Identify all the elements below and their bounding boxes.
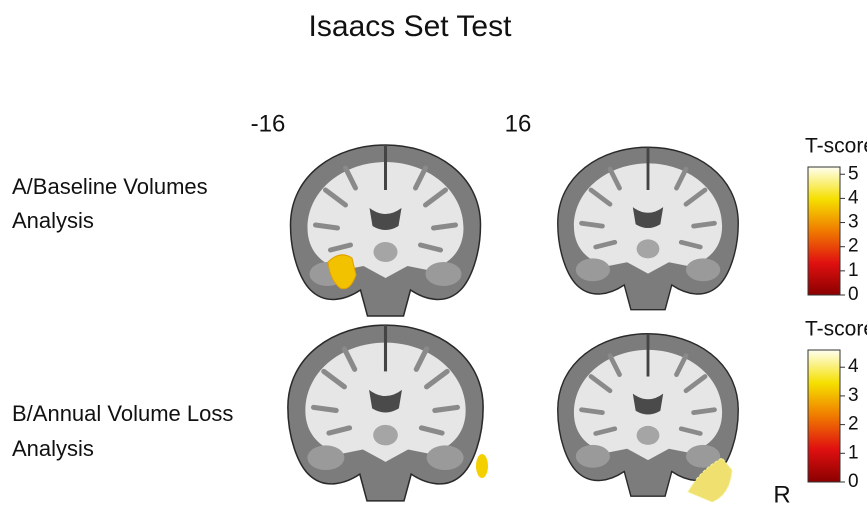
colorbar-tick-label: 3 <box>848 212 859 233</box>
colorbar-tick-label: 0 <box>848 471 859 492</box>
colorbar-tick-label: 1 <box>848 442 859 463</box>
activation-cluster <box>476 454 488 478</box>
colorbar <box>808 350 840 482</box>
figure: Isaacs Set Test -16 16 A/Baseline Volume… <box>0 0 867 516</box>
row-label: A/Baseline Volumes <box>12 174 208 199</box>
slice-label: -16 <box>251 110 286 137</box>
colorbar-title: T-scores <box>805 318 867 341</box>
figure-title: Isaacs Set Test <box>309 10 513 43</box>
colorbars: T-scores 0 1 2 3 4 5 T-scores 0 1 2 3 4 <box>805 135 867 492</box>
brain-slice <box>558 147 739 309</box>
orientation-label: R <box>773 481 790 508</box>
colorbar-tick-label: 4 <box>848 356 859 377</box>
row-label: B/Annual Volume Loss <box>12 401 233 426</box>
row-label: Analysis <box>12 436 94 461</box>
colorbar-tick-label: 3 <box>848 385 859 406</box>
colorbar-tick-label: 2 <box>848 236 859 257</box>
colorbar-tick-label: 5 <box>848 163 859 184</box>
brain-slice <box>288 325 483 501</box>
colorbar-title: T-scores <box>805 135 867 158</box>
colorbar-tick-label: 0 <box>848 284 859 305</box>
row-label: Analysis <box>12 208 94 233</box>
colorbar <box>808 167 840 295</box>
colorbar-tick-label: 4 <box>848 187 859 208</box>
slice-label: 16 <box>505 110 532 137</box>
colorbar-tick-label: 1 <box>848 260 859 281</box>
brain-slice <box>291 145 481 316</box>
colorbar-tick-label: 2 <box>848 414 859 435</box>
